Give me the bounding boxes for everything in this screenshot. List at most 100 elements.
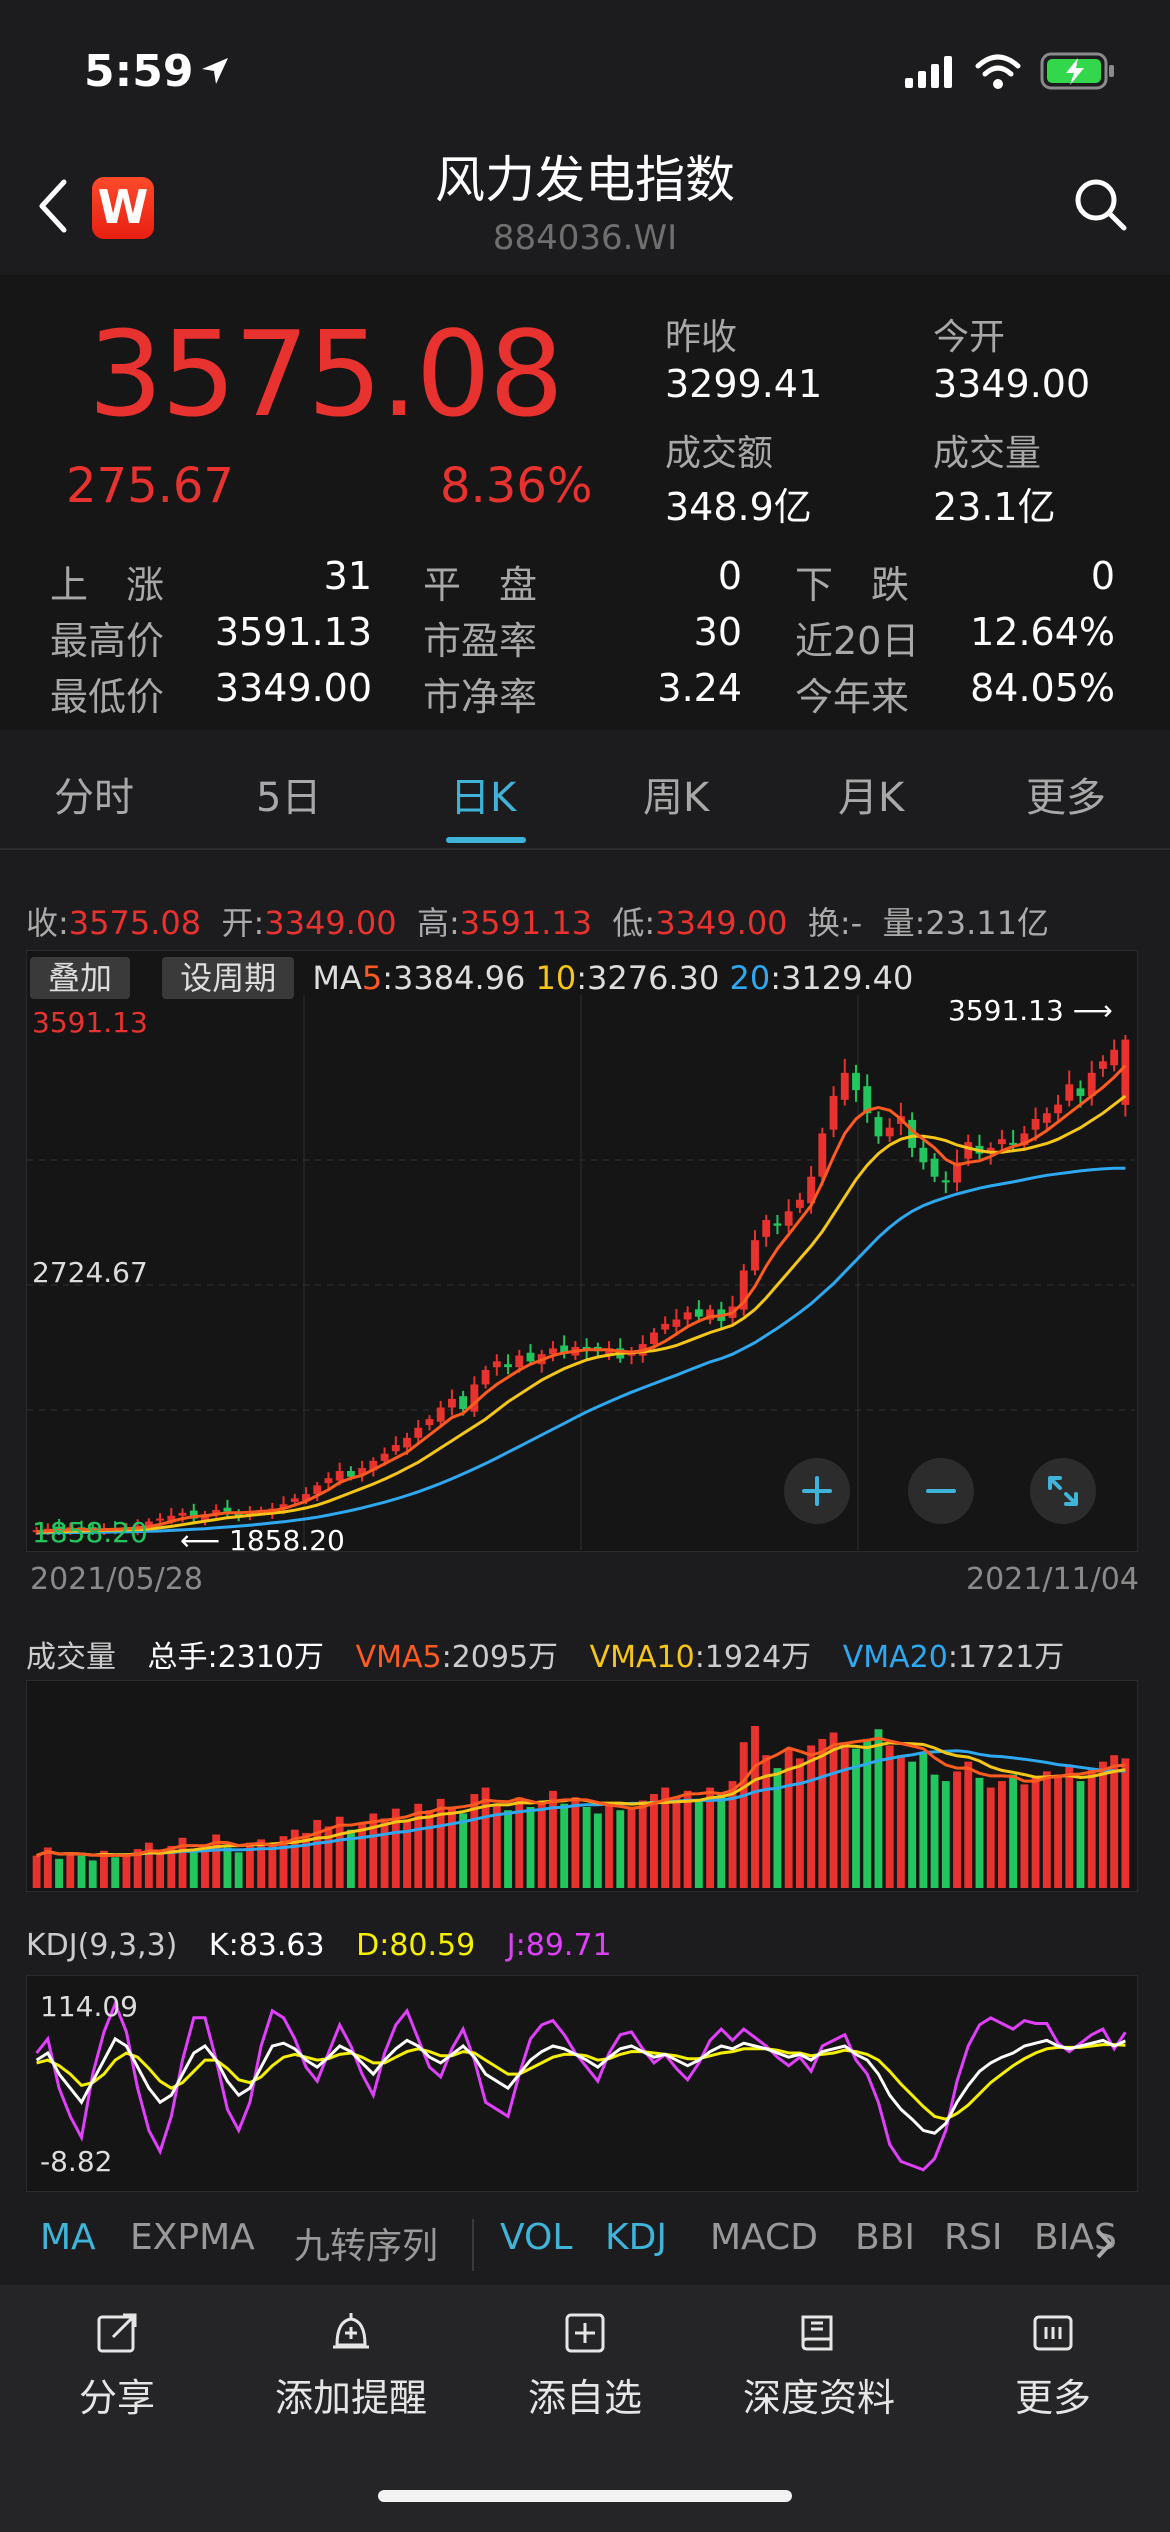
candle-body xyxy=(391,1445,400,1452)
tab-5day[interactable]: 5日 xyxy=(256,775,322,821)
book-icon xyxy=(801,2315,833,2351)
expand-icon xyxy=(1048,1476,1078,1506)
kdj-k-value: K:83.63 xyxy=(208,1928,325,1963)
kdj-j-line xyxy=(35,1999,1127,2172)
candle-body xyxy=(1009,1142,1018,1145)
flat-count-value: 0 xyxy=(717,554,742,598)
volume-panel[interactable] xyxy=(26,1680,1138,1892)
volume-bar xyxy=(829,1732,838,1888)
candle-body xyxy=(1110,1049,1119,1066)
volume-bar xyxy=(1076,1781,1085,1888)
volume-bar xyxy=(380,1818,389,1888)
candle-body xyxy=(324,1478,333,1484)
volume-bar xyxy=(560,1803,569,1888)
ind-nine-turn[interactable]: 九转序列 xyxy=(294,2226,439,2267)
ind-ma[interactable]: MA xyxy=(40,2217,96,2258)
add-watchlist-button[interactable]: 添自选 xyxy=(468,2285,702,2422)
ma10-line xyxy=(36,1094,1127,1534)
volume-bar xyxy=(1020,1784,1029,1888)
turnover-label: 成交额 xyxy=(665,433,774,474)
volume-bar xyxy=(369,1813,378,1888)
open-label: 今开 xyxy=(933,317,1006,358)
kdj-title: KDJ(9,3,3) xyxy=(26,1928,178,1963)
volume-bar xyxy=(88,1860,97,1888)
volume-bar xyxy=(77,1855,86,1888)
open-value: 3349.00 xyxy=(264,904,397,942)
fullscreen-button[interactable] xyxy=(1030,1458,1096,1524)
candle-body xyxy=(773,1223,782,1226)
ma20-label: 20 xyxy=(729,959,771,997)
pb-value: 3.24 xyxy=(657,666,742,710)
d20-label: 近20日 xyxy=(795,619,920,663)
bottom-toolbar: 分享 添加提醒 添自选 深度资料 更多 xyxy=(0,2285,1170,2532)
candle-body xyxy=(549,1348,557,1355)
ind-rsi[interactable]: RSI xyxy=(944,2217,1003,2258)
volume-bar xyxy=(863,1738,872,1888)
up-count-value: 31 xyxy=(323,554,372,598)
add-alert-button[interactable]: 添加提醒 xyxy=(234,2285,468,2422)
volume-bar xyxy=(593,1813,602,1888)
ind-vol[interactable]: VOL xyxy=(500,2217,573,2258)
volume-bar xyxy=(739,1742,748,1888)
tab-intraday[interactable]: 分时 xyxy=(54,775,134,821)
volume-bar xyxy=(178,1837,187,1888)
deep-info-button[interactable]: 深度资料 xyxy=(702,2285,936,2422)
d20-value: 12.64% xyxy=(970,610,1115,654)
zoom-in-button[interactable] xyxy=(784,1458,850,1524)
ind-kdj[interactable]: KDJ xyxy=(605,2217,667,2258)
ind-expma[interactable]: EXPMA xyxy=(130,2217,255,2258)
candle-body xyxy=(908,1119,917,1148)
candle-body xyxy=(1054,1104,1062,1114)
volume-bar xyxy=(156,1852,165,1888)
ind-macd[interactable]: MACD xyxy=(710,2217,818,2258)
volume-bar xyxy=(167,1845,176,1888)
search-icon[interactable] xyxy=(1074,178,1128,232)
status-time: 5:59 xyxy=(84,46,194,97)
candle-body xyxy=(425,1419,434,1426)
kdj-panel[interactable] xyxy=(26,1975,1138,2192)
ma-prefix: MA xyxy=(312,959,362,997)
candle-body xyxy=(941,1180,950,1183)
close-label: 收: xyxy=(26,904,69,942)
overlay-button[interactable]: 叠加 xyxy=(30,957,131,999)
low-value: 3349.00 xyxy=(214,666,372,710)
set-period-button[interactable]: 设周期 xyxy=(162,957,295,999)
candle-body xyxy=(762,1219,771,1237)
candle-body xyxy=(414,1427,423,1438)
up-count-label: 上 涨 xyxy=(50,563,165,607)
back-chevron-icon[interactable] xyxy=(38,178,68,234)
volume-title: 成交量 xyxy=(26,1640,116,1675)
more-label: 更多 xyxy=(1014,2376,1091,2420)
kline-panel[interactable] xyxy=(26,950,1138,1552)
vma5-line xyxy=(36,1736,1126,1858)
volume-chart xyxy=(32,1726,1130,1888)
share-button[interactable]: 分享 xyxy=(0,2285,234,2422)
candle-body xyxy=(1121,1039,1130,1105)
tab-daily-k[interactable]: 日K xyxy=(450,775,517,821)
volume-bar xyxy=(346,1829,355,1888)
candle-body xyxy=(560,1345,569,1353)
zoom-out-button[interactable] xyxy=(908,1458,974,1524)
price-change: 275.67 xyxy=(66,458,234,514)
tab-more[interactable]: 更多 xyxy=(1026,775,1106,821)
volume-bar xyxy=(257,1839,266,1888)
more-button[interactable]: 更多 xyxy=(936,2285,1170,2422)
scroll-right-chevron-icon[interactable] xyxy=(1094,2227,1116,2261)
down-count-label: 下 跌 xyxy=(795,563,910,607)
candle-body xyxy=(953,1162,961,1183)
candle-body xyxy=(672,1319,681,1327)
volume-bar xyxy=(43,1847,52,1888)
period-tabs: 分时 5日 日K 周K 月K 更多 xyxy=(0,765,1170,845)
volume-bar xyxy=(234,1852,243,1888)
tab-monthly-k[interactable]: 月K xyxy=(838,775,905,821)
candle-body xyxy=(784,1211,793,1226)
ind-bbi[interactable]: BBI xyxy=(855,2217,916,2258)
volume-bar xyxy=(885,1745,894,1888)
candle-body xyxy=(156,1518,165,1521)
home-indicator[interactable] xyxy=(378,2490,792,2502)
volume-bar xyxy=(1031,1777,1040,1888)
volume-bar xyxy=(537,1800,546,1888)
volume-bar xyxy=(515,1797,524,1888)
tab-weekly-k[interactable]: 周K xyxy=(643,775,710,821)
volume-bar xyxy=(66,1852,75,1888)
